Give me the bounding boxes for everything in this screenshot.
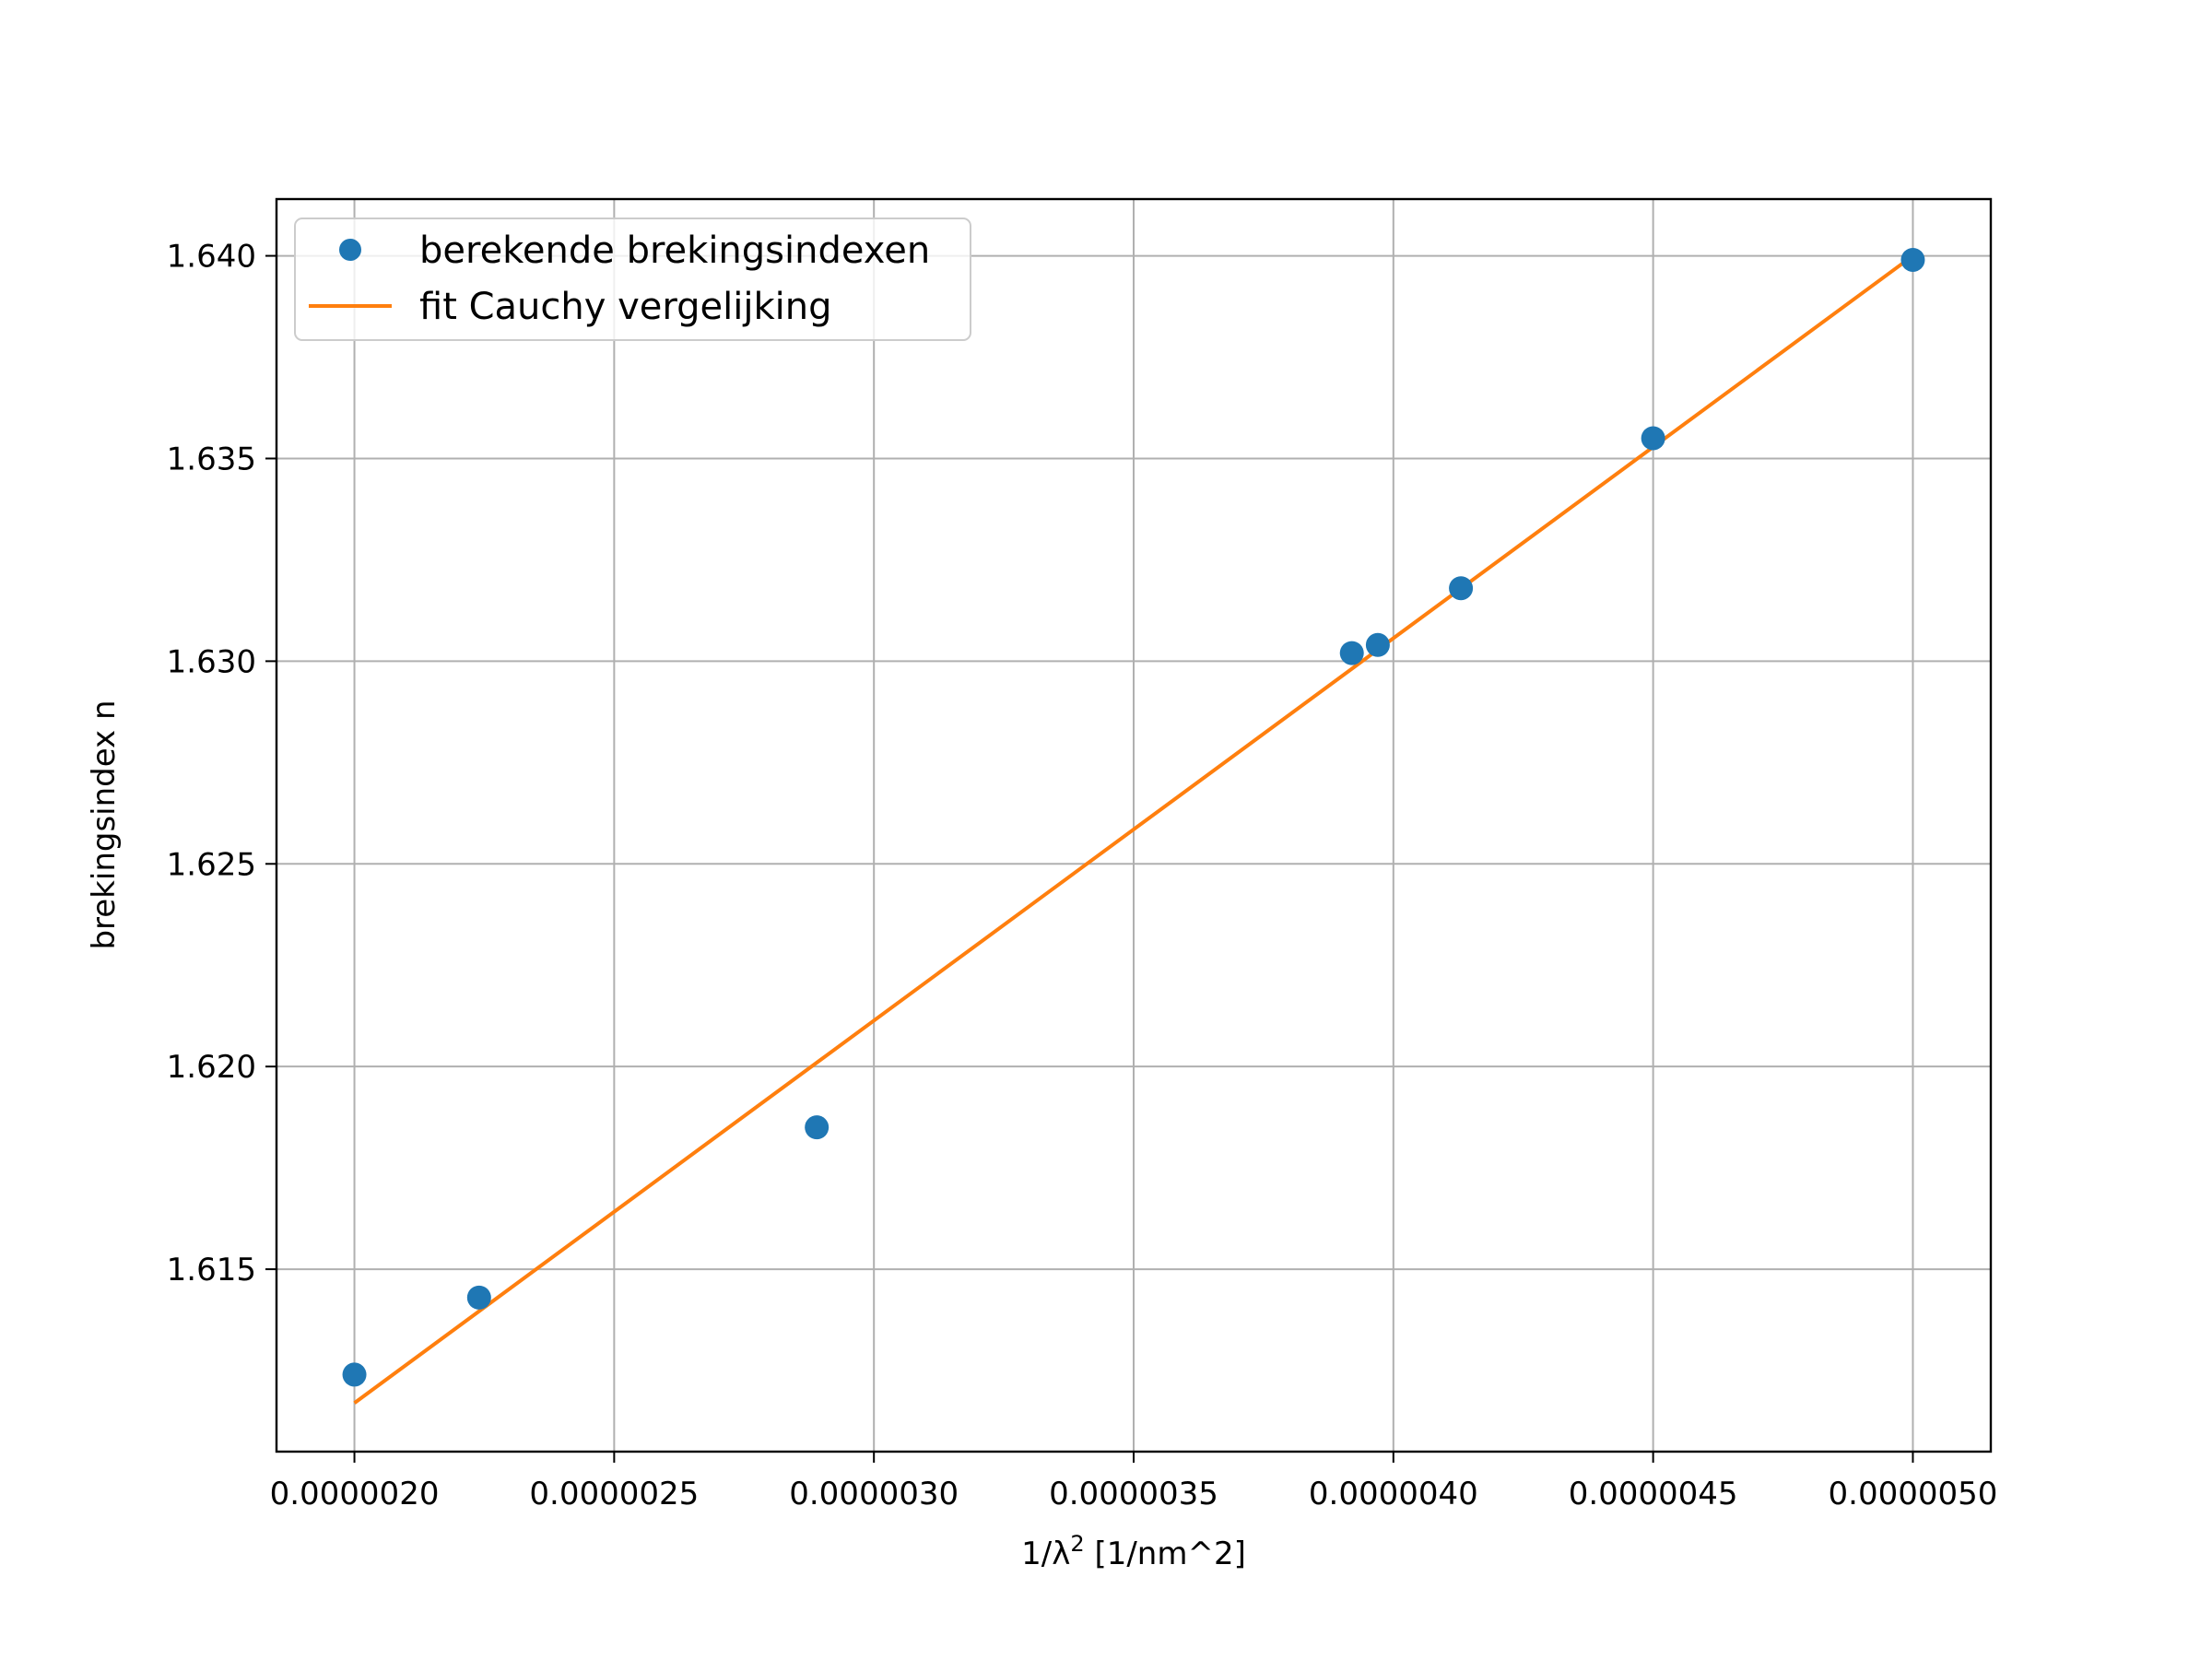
x-tick-label: 0.0000050: [1829, 1476, 1998, 1512]
x-axis-label-suffix: [1/nm^2]: [1085, 1535, 1246, 1572]
x-tick-label: 0.0000030: [789, 1476, 959, 1512]
x-tick-label: 0.0000020: [270, 1476, 440, 1512]
legend-label-fit: fit Cauchy vergelijking: [419, 286, 832, 328]
legend-box: [294, 218, 971, 341]
y-tick-label: 1.640: [167, 239, 256, 276]
x-tick-label: 0.0000025: [529, 1476, 699, 1512]
y-axis-ticks: 1.615 1.620 1.625 1.630 1.635 1.640: [167, 239, 276, 1288]
x-axis-ticks: 0.0000020 0.0000025 0.0000030 0.0000035 0.00…: [270, 1452, 1998, 1512]
y-tick-label: 1.625: [167, 846, 256, 883]
y-tick-label: 1.615: [167, 1252, 256, 1288]
legend-marker-points: [339, 239, 361, 261]
data-point: [1339, 641, 1364, 665]
y-axis-label: brekingsindex n: [86, 700, 123, 949]
legend-label-points: berekende brekingsindexen: [419, 229, 930, 272]
x-tick-label: 0.0000045: [1569, 1476, 1738, 1512]
data-point: [1365, 632, 1390, 657]
y-tick-label: 1.630: [167, 643, 256, 680]
legend: berekende brekingsindexen fit Cauchy ver…: [294, 218, 971, 341]
x-axis-label-prefix: 1/λ: [1021, 1535, 1070, 1572]
data-point: [805, 1115, 830, 1140]
data-point: [1900, 247, 1925, 272]
x-tick-label: 0.0000035: [1049, 1476, 1218, 1512]
x-tick-label: 0.0000040: [1309, 1476, 1478, 1512]
points-layer: [342, 247, 1925, 1387]
x-axis-label-superscript: 2: [1070, 1531, 1084, 1557]
data-point: [1449, 576, 1474, 601]
data-point: [466, 1285, 491, 1310]
y-tick-label: 1.635: [167, 441, 256, 477]
y-tick-label: 1.620: [167, 1049, 256, 1086]
data-point: [342, 1362, 367, 1387]
grid: [276, 199, 1991, 1452]
data-point: [1641, 426, 1665, 451]
x-axis-label: 1/λ2 [1/nm^2]: [1021, 1531, 1246, 1572]
